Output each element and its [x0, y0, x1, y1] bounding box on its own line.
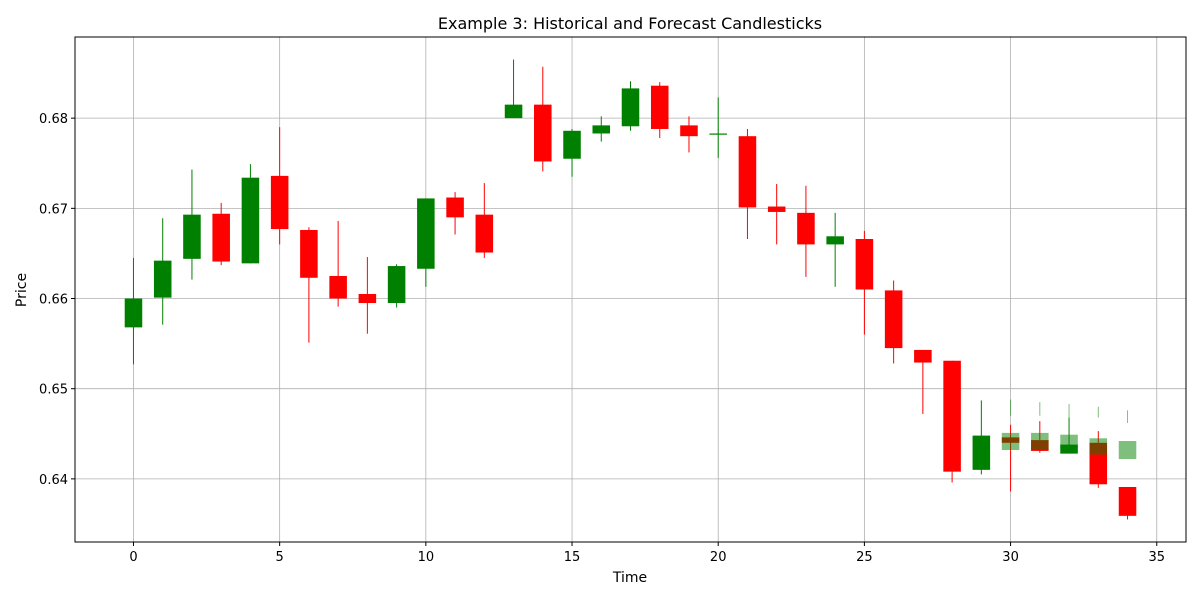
x-tick-label: 25	[856, 550, 873, 565]
historical-body	[153, 260, 172, 298]
y-axis-label: Price	[14, 273, 30, 307]
historical-candle	[884, 280, 903, 364]
historical-body	[387, 266, 406, 304]
historical-candle	[475, 183, 494, 258]
candles	[124, 59, 1137, 520]
y-tick-label: 0.65	[39, 383, 68, 398]
historical-body	[972, 435, 991, 470]
forecast-body	[1089, 438, 1108, 455]
historical-body	[884, 290, 903, 349]
historical-body	[1118, 486, 1137, 516]
historical-body	[1060, 444, 1078, 454]
historical-candle	[972, 400, 991, 475]
historical-candle	[183, 169, 201, 280]
historical-body	[417, 198, 435, 269]
historical-candle	[387, 264, 406, 308]
y-tick-label: 0.68	[39, 112, 68, 127]
historical-body	[826, 236, 844, 245]
historical-body	[446, 197, 464, 218]
historical-candle	[855, 230, 874, 335]
forecast-candle	[1060, 404, 1078, 449]
x-tick-label: 35	[1148, 550, 1165, 565]
historical-body	[241, 177, 260, 264]
historical-body	[475, 214, 494, 253]
historical-candle	[680, 116, 698, 153]
historical-candle	[826, 212, 844, 287]
forecast-body	[1031, 432, 1049, 451]
forecast-body	[1001, 432, 1020, 451]
historical-candle	[738, 128, 757, 239]
historical-candle	[1118, 486, 1137, 520]
historical-body	[943, 360, 961, 472]
historical-candle	[534, 66, 552, 172]
historical-body	[680, 125, 698, 137]
historical-candle	[417, 198, 435, 287]
historical-body	[212, 213, 230, 262]
historical-body	[738, 136, 757, 208]
historical-candle	[300, 227, 318, 343]
forecast-candle	[1031, 402, 1049, 451]
forecast-candle	[1118, 410, 1137, 460]
historical-candle	[358, 257, 377, 334]
historical-body	[534, 104, 552, 162]
historical-candle	[767, 183, 786, 245]
forecast-body	[1118, 441, 1137, 460]
historical-candle	[329, 220, 347, 307]
historical-body	[914, 349, 932, 363]
historical-candle	[446, 192, 464, 235]
historical-body	[767, 206, 786, 212]
historical-candle	[504, 59, 523, 119]
historical-body	[650, 85, 669, 129]
historical-candle	[212, 202, 230, 266]
historical-candle	[943, 360, 961, 483]
historical-body	[855, 239, 874, 290]
historical-body	[709, 133, 727, 135]
x-axis-ticks: 0 5 10 15 20 25 30 35	[129, 542, 1165, 565]
chart-title: Example 3: Historical and Forecast Candl…	[438, 14, 822, 33]
y-tick-label: 0.66	[39, 293, 68, 308]
historical-candle	[153, 218, 172, 325]
forecast-candle	[1089, 406, 1108, 455]
x-tick-label: 15	[564, 550, 581, 565]
historical-candle	[124, 257, 143, 365]
historical-candle	[709, 97, 727, 158]
x-tick-label: 10	[418, 550, 435, 565]
historical-body	[183, 214, 201, 259]
y-axis-ticks: 0.64 0.65 0.66 0.67 0.68	[39, 112, 75, 488]
historical-body	[563, 130, 581, 159]
y-tick-label: 0.67	[39, 202, 68, 217]
historical-body	[329, 275, 347, 299]
historical-body	[592, 125, 611, 134]
plot-frame	[74, 36, 1187, 543]
historical-candle	[621, 81, 640, 131]
historical-candle	[650, 82, 669, 138]
x-tick-label: 30	[1002, 550, 1019, 565]
historical-candle	[241, 164, 260, 264]
y-tick-label: 0.64	[39, 473, 68, 488]
historical-candle	[914, 349, 932, 414]
historical-body	[270, 175, 289, 230]
historical-body	[621, 88, 640, 127]
forecast-body	[1060, 434, 1078, 449]
forecast-candle	[1001, 399, 1020, 451]
x-tick-label: 20	[710, 550, 727, 565]
historical-body	[504, 104, 523, 119]
x-axis-label: Time	[612, 570, 647, 586]
historical-candle	[797, 185, 815, 277]
x-tick-label: 5	[276, 550, 284, 565]
historical-body	[358, 294, 377, 304]
x-tick-label: 0	[129, 550, 137, 565]
historical-candle	[592, 116, 611, 142]
historical-body	[300, 229, 318, 278]
historical-body	[124, 298, 143, 328]
historical-candle	[563, 128, 581, 177]
historical-body	[797, 212, 815, 245]
historical-candle	[270, 127, 289, 245]
